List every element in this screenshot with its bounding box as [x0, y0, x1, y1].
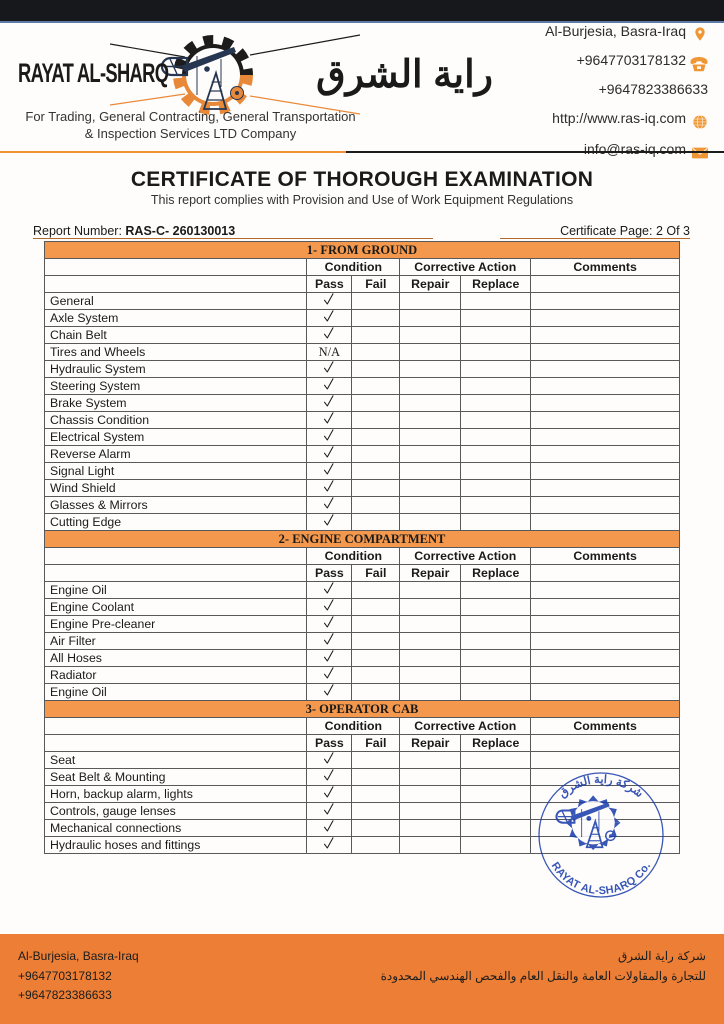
- svg-text:RAYAT AL-SHARQ Co.: RAYAT AL-SHARQ Co.: [549, 860, 653, 897]
- svg-text:شركة راية الشرق: شركة راية الشرق: [557, 773, 646, 800]
